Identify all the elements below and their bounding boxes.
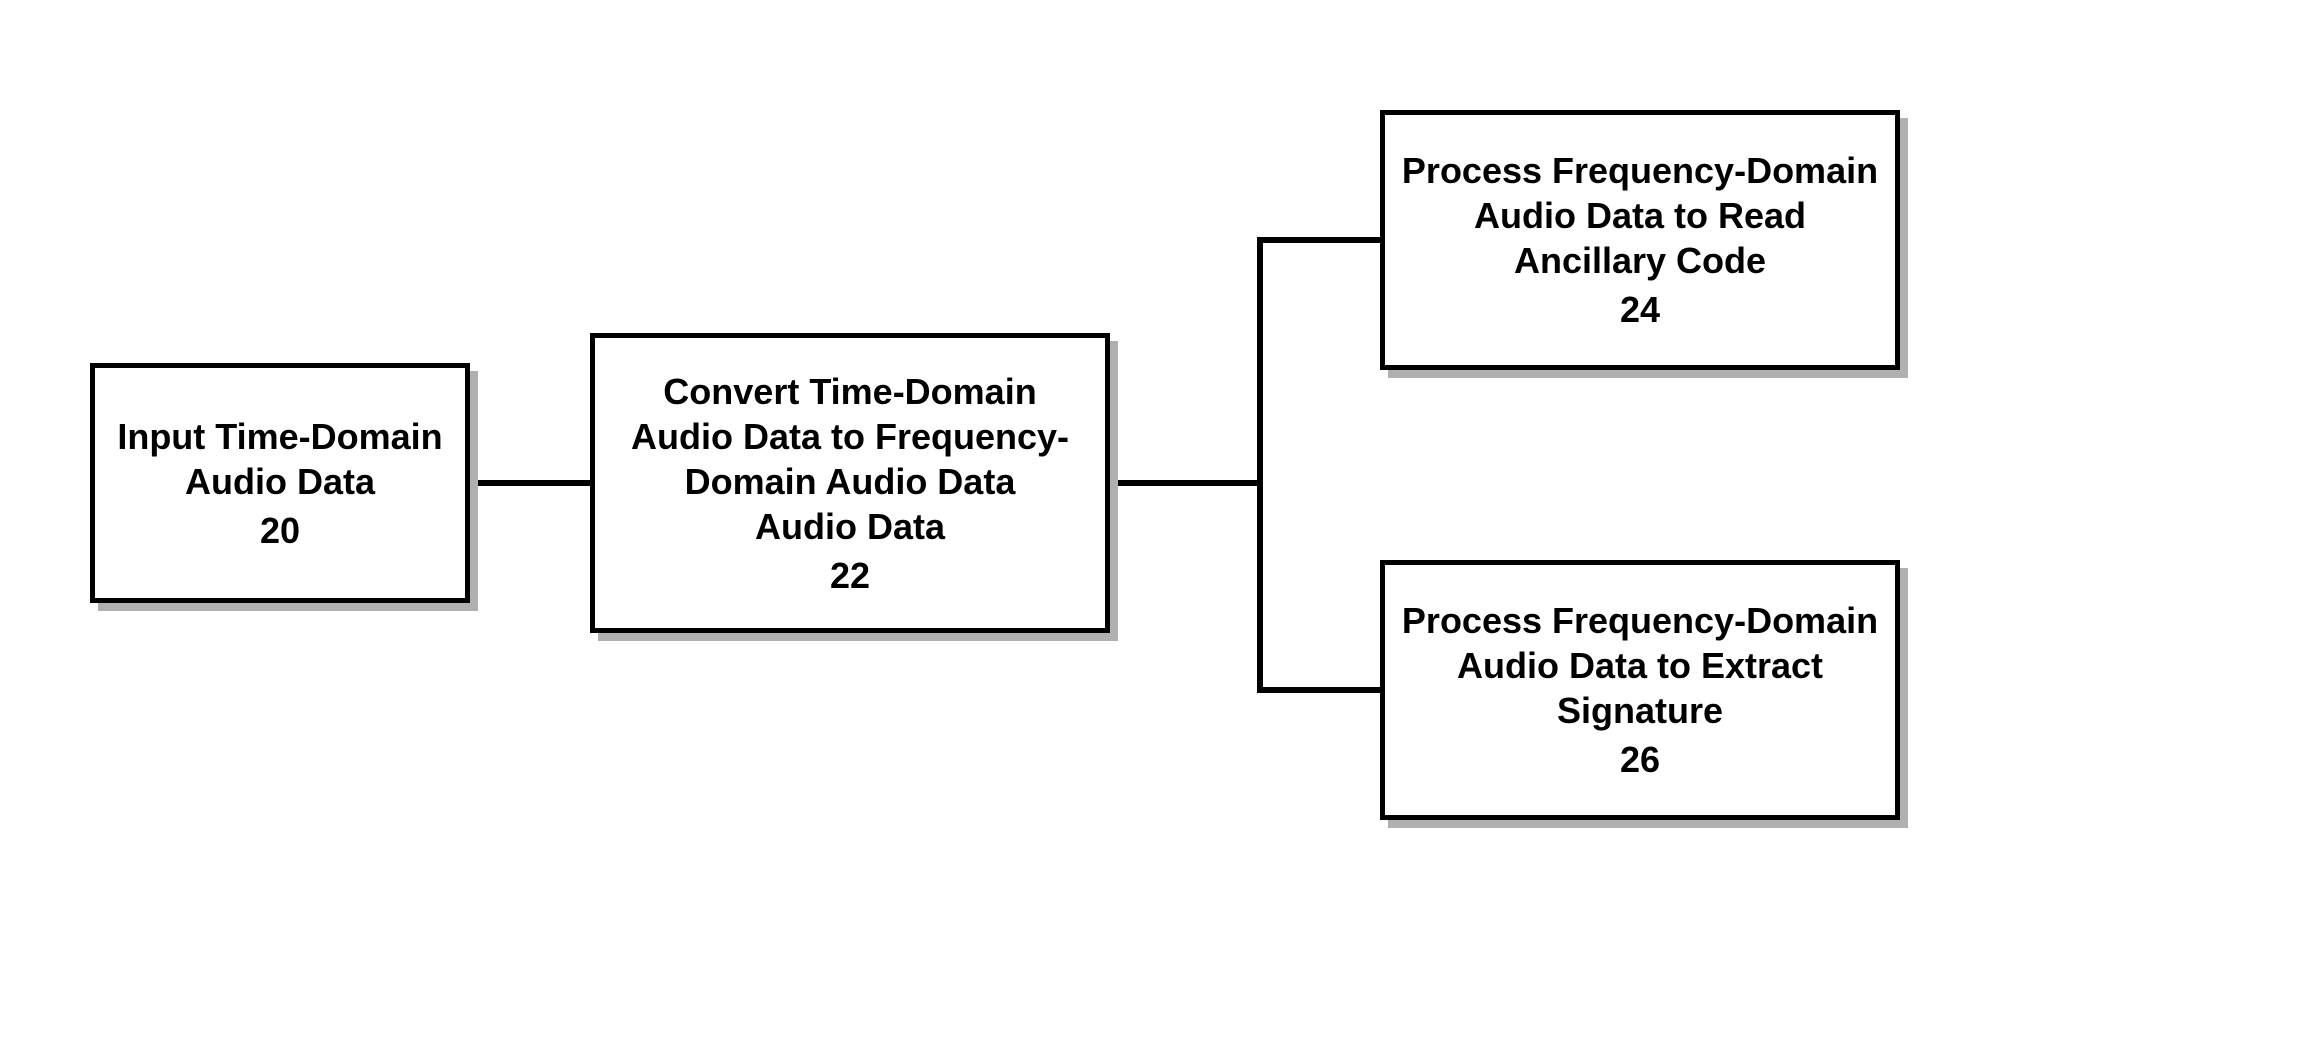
- node-text: Input Time-Domain Audio Data: [117, 414, 442, 504]
- node-input-time-domain: Input Time-Domain Audio Data 20: [90, 363, 470, 603]
- node-number: 22: [830, 553, 870, 598]
- node-text: Convert Time-Domain Audio Data to Freque…: [631, 369, 1069, 549]
- node-text: Process Frequency-Domain Audio Data to R…: [1402, 148, 1878, 283]
- node-number: 20: [260, 508, 300, 553]
- node-read-ancillary-code: Process Frequency-Domain Audio Data to R…: [1380, 110, 1900, 370]
- node-extract-signature: Process Frequency-Domain Audio Data to E…: [1380, 560, 1900, 820]
- diagram-canvas: Input Time-Domain Audio Data 20 Convert …: [0, 0, 2320, 1044]
- node-text: Process Frequency-Domain Audio Data to E…: [1402, 598, 1878, 733]
- node-number: 24: [1620, 287, 1660, 332]
- node-number: 26: [1620, 737, 1660, 782]
- node-convert-to-frequency: Convert Time-Domain Audio Data to Freque…: [590, 333, 1110, 633]
